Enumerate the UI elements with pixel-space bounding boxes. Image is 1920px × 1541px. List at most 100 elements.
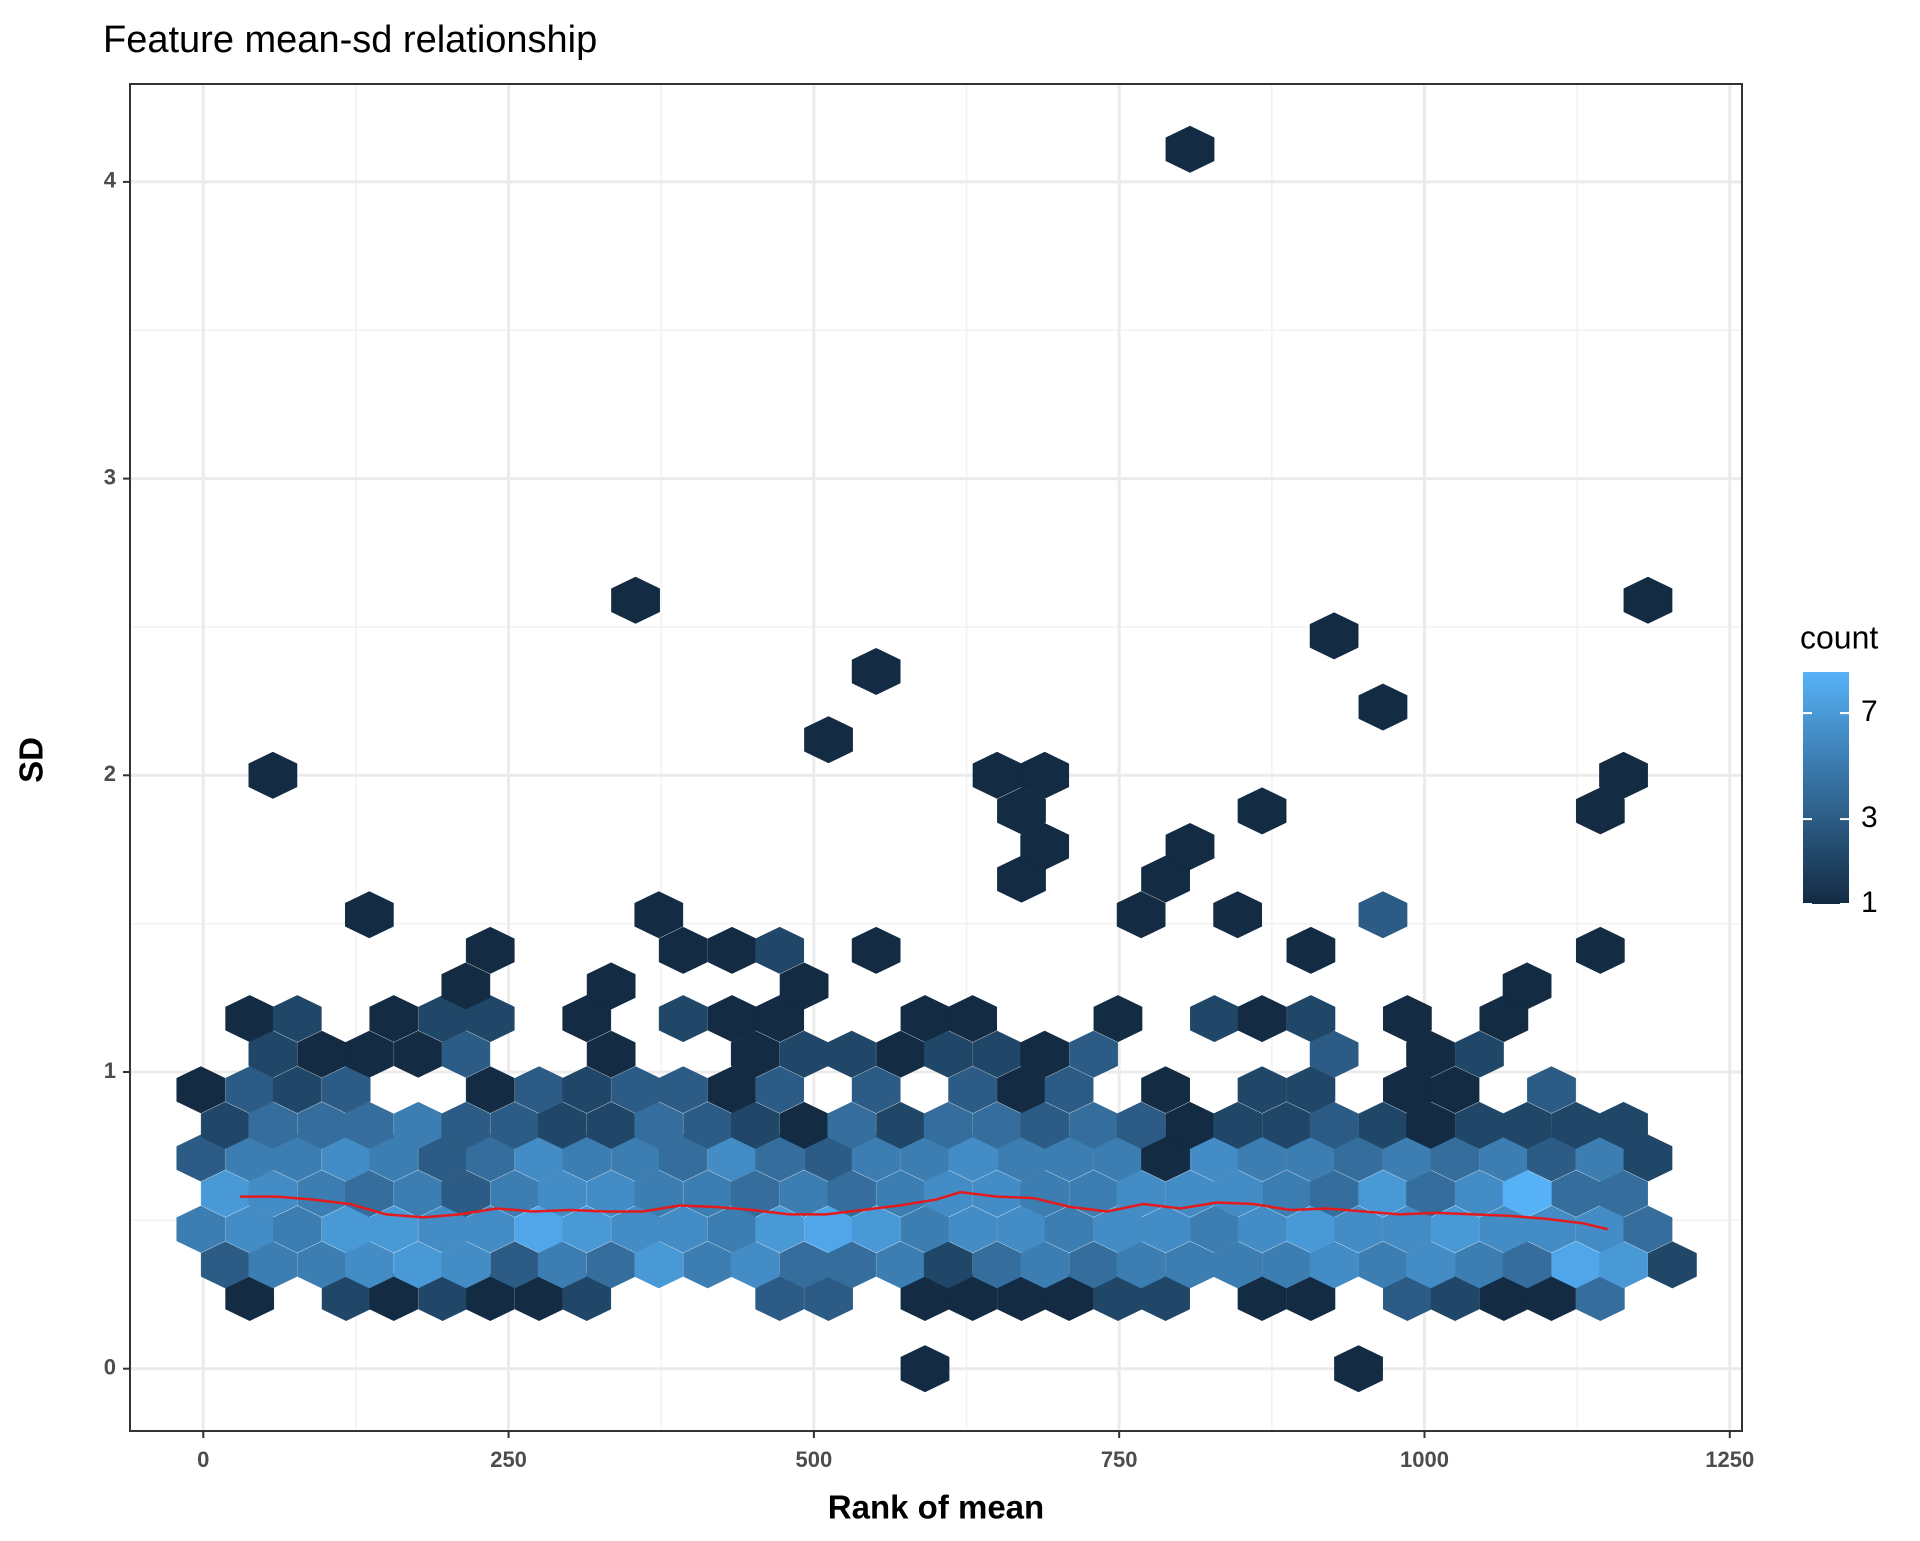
hexbin	[1165, 125, 1215, 173]
hexbin	[827, 1241, 877, 1289]
hexbin	[948, 1205, 998, 1253]
hexbin	[1286, 995, 1336, 1043]
hexbin	[827, 1170, 877, 1218]
hexbin	[344, 1101, 394, 1149]
hexbin	[1599, 1241, 1648, 1289]
legend-label: 7	[1861, 695, 1878, 728]
hexbin	[1599, 751, 1648, 799]
hexbin	[1623, 1205, 1673, 1253]
hexbin	[1237, 995, 1287, 1043]
hexbin	[1020, 822, 1070, 871]
hexbin	[923, 1101, 973, 1149]
hexbin	[1044, 1205, 1094, 1253]
hexbin	[1093, 995, 1143, 1043]
hexbin	[272, 1205, 322, 1253]
hexbin	[1334, 1205, 1383, 1253]
legend-label: 3	[1861, 801, 1878, 834]
hexbin	[1309, 1241, 1359, 1289]
hexbin	[1406, 1030, 1455, 1078]
hexbin	[611, 576, 660, 624]
hexbin	[344, 891, 394, 939]
hexbin	[1309, 1170, 1359, 1218]
chart-title: Feature mean-sd relationship	[103, 19, 597, 61]
hexbin	[1020, 1170, 1070, 1218]
hexbin	[465, 1066, 515, 1114]
hexbin	[634, 1241, 684, 1289]
hexbin	[1502, 962, 1552, 1010]
hexbin	[562, 1205, 612, 1253]
hexbin	[755, 1066, 805, 1114]
hexbin	[537, 1101, 587, 1149]
hexbin	[730, 1170, 780, 1218]
x-tick-label: 1000	[1400, 1447, 1449, 1472]
y-axis-title: SD	[13, 737, 50, 783]
hexbin	[537, 1241, 587, 1289]
hexbin	[948, 995, 998, 1043]
hexbin	[1020, 1030, 1070, 1078]
y-tick-label: 1	[104, 1058, 116, 1083]
hexbin	[344, 1030, 394, 1078]
hexbin	[441, 1170, 491, 1218]
hexbin	[658, 1205, 708, 1253]
hexbin	[1599, 1170, 1648, 1218]
hexbin	[562, 1066, 612, 1114]
hexbin	[1309, 612, 1359, 660]
hexbin	[755, 926, 805, 974]
hexbin	[1575, 926, 1625, 974]
hexbin	[634, 1101, 684, 1149]
hexbin	[1309, 1030, 1359, 1078]
hexbin	[441, 1101, 491, 1149]
hexbin	[755, 1205, 805, 1253]
y-tick-label: 2	[104, 761, 116, 786]
hexbin	[1141, 1205, 1190, 1253]
hexbin	[730, 1030, 780, 1078]
hexbin	[948, 1066, 998, 1114]
hexbin	[730, 1101, 780, 1149]
hexbin	[344, 1241, 394, 1289]
hexbin	[923, 1030, 973, 1078]
hexbin	[1575, 787, 1625, 835]
panel-border	[129, 83, 1743, 1432]
hexbin	[272, 995, 322, 1043]
hexbin	[1020, 1101, 1070, 1149]
y-tick-label: 0	[104, 1355, 116, 1380]
hexbin	[1237, 1066, 1287, 1114]
hexbin	[1527, 1066, 1576, 1114]
hexbin	[1116, 891, 1166, 939]
hexes	[176, 125, 1697, 1393]
hexbin	[923, 1241, 973, 1289]
hexbin	[1213, 1241, 1263, 1289]
hexbin	[1599, 1101, 1648, 1149]
hexbin	[321, 1066, 371, 1114]
hexbin	[827, 1101, 877, 1149]
hexbin	[1237, 1205, 1287, 1253]
hexbin	[1334, 1345, 1383, 1393]
hexbin	[369, 995, 419, 1043]
y-tick-label: 4	[104, 168, 117, 193]
hexbin	[1406, 1170, 1455, 1218]
x-tick-label: 250	[490, 1447, 527, 1472]
hexbin	[586, 1030, 636, 1078]
hexbin	[441, 1241, 491, 1289]
y-tick-label: 3	[104, 464, 116, 489]
hexbin	[248, 1030, 298, 1078]
x-tick-label: 750	[1101, 1447, 1138, 1472]
hexbin	[1358, 891, 1408, 939]
x-tick-label: 1250	[1705, 1447, 1754, 1472]
hexbin	[923, 1170, 973, 1218]
hexbin	[779, 962, 829, 1010]
hexbin	[465, 926, 515, 974]
hexbin	[851, 647, 901, 695]
hexbin	[634, 1170, 684, 1218]
hexbin	[1309, 1101, 1359, 1149]
hexbin	[658, 995, 708, 1043]
hexbin	[1044, 1066, 1094, 1114]
hexbin	[1358, 683, 1408, 731]
hexbin	[1623, 576, 1673, 624]
hexbin	[1430, 1205, 1480, 1253]
hexbin	[1069, 1030, 1118, 1078]
hexbin	[537, 1170, 587, 1218]
hexbin	[1020, 751, 1070, 799]
hexbin	[634, 891, 684, 939]
